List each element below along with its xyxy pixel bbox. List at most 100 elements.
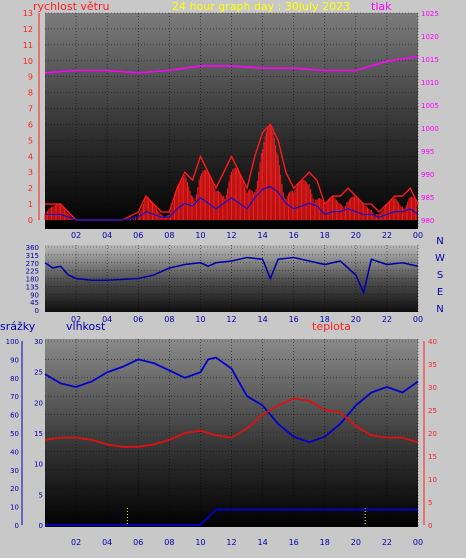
x-tick-label: 16 <box>289 538 299 547</box>
y-left-tick-label: 11 <box>23 41 33 50</box>
y-right-tick-label: 5 <box>428 499 432 507</box>
wind-direction-line <box>44 256 419 296</box>
y-left-tick-label: 9 <box>28 73 33 82</box>
x-tick-label: 18 <box>320 538 330 547</box>
humidity-temp-grid <box>45 339 419 527</box>
y-right-tick-label: 40 <box>428 338 437 346</box>
y-inner-tick-label: 0 <box>39 522 43 530</box>
x-tick-label: 12 <box>226 538 236 547</box>
x-tick-label: 08 <box>164 538 174 547</box>
x-tick-label: 14 <box>257 538 267 547</box>
compass-label: N <box>436 236 443 247</box>
wind-average-line <box>45 185 419 221</box>
y-left-tick-label: 315 <box>26 252 39 260</box>
x-tick-label: 18 <box>320 315 330 324</box>
pressure-line <box>44 55 419 74</box>
x-tick-label: 20 <box>351 538 361 547</box>
y-left-tick-label: 135 <box>26 283 39 291</box>
x-tick-label: 20 <box>351 231 361 240</box>
y-right-tick-label: 1025 <box>421 10 439 18</box>
y-left-tick-label: 8 <box>28 89 33 98</box>
y-outer-tick-label: 60 <box>10 412 19 420</box>
y-left-tick-label: 2 <box>28 184 33 193</box>
x-tick-label: 04 <box>102 315 112 324</box>
x-tick-label: 00 <box>413 315 423 324</box>
y-right-tick-label: 20 <box>428 430 437 438</box>
x-tick-label: 08 <box>164 231 174 240</box>
temperature-line <box>44 397 419 448</box>
y-left-tick-label: 45 <box>30 299 39 307</box>
rain-line <box>45 508 418 526</box>
x-tick-label: 14 <box>257 315 267 324</box>
y-outer-tick-label: 10 <box>10 504 19 512</box>
y-right-tick-label: 35 <box>428 361 437 369</box>
wind-pressure-series <box>44 55 419 221</box>
y-right-tick-label: 30 <box>428 384 437 392</box>
x-tick-label: 00 <box>413 538 423 547</box>
wind-speed-label: rychlost větru <box>33 0 109 13</box>
y-right-tick-label: 15 <box>428 453 437 461</box>
y-left-tick-label: 6 <box>28 120 33 129</box>
x-tick-label: 10 <box>195 315 205 324</box>
x-tick-label: 04 <box>102 538 112 547</box>
y-left-tick-label: 7 <box>28 105 33 114</box>
x-tick-label: 06 <box>133 538 143 547</box>
y-outer-tick-label: 0 <box>15 522 19 530</box>
rain-label: srážky <box>0 320 36 333</box>
y-right-tick-label: 1005 <box>421 102 439 110</box>
x-tick-label: 16 <box>289 315 299 324</box>
x-tick-label: 06 <box>133 315 143 324</box>
y-inner-tick-label: 10 <box>34 461 43 469</box>
x-tick-label: 00 <box>413 231 423 240</box>
y-right-tick-label: 1015 <box>421 56 439 64</box>
y-right-tick-label: 995 <box>421 148 434 156</box>
y-outer-tick-label: 20 <box>10 485 19 493</box>
y-left-tick-label: 90 <box>30 291 39 299</box>
wind-direction-series <box>44 256 419 296</box>
wind-pressure-axes: 0123456789101112139809859909951000100510… <box>23 9 439 240</box>
x-tick-label: 12 <box>226 231 236 240</box>
y-outer-tick-label: 90 <box>10 356 19 364</box>
x-tick-label: 22 <box>382 315 392 324</box>
y-inner-tick-label: 20 <box>34 399 43 407</box>
y-left-tick-label: 10 <box>23 57 33 66</box>
x-tick-label: 14 <box>257 231 267 240</box>
y-left-tick-label: 270 <box>26 260 39 268</box>
x-tick-label: 02 <box>71 538 81 547</box>
x-tick-label: 08 <box>164 315 174 324</box>
compass-label: S <box>437 270 443 281</box>
x-tick-label: 20 <box>351 315 361 324</box>
y-left-tick-label: 225 <box>26 268 39 276</box>
x-tick-label: 04 <box>102 231 112 240</box>
humidity-label: vlhkost <box>66 320 106 333</box>
humidity-line <box>44 356 419 444</box>
y-left-tick-label: 0 <box>35 307 39 315</box>
y-right-tick-label: 1020 <box>421 33 439 41</box>
y-right-tick-label: 25 <box>428 407 437 415</box>
y-right-tick-label: 980 <box>421 217 434 225</box>
x-tick-label: 18 <box>320 231 330 240</box>
humidity-temp-axes: 0102030405060708090100051015202530051015… <box>6 338 437 547</box>
y-outer-tick-label: 80 <box>10 375 19 383</box>
x-tick-label: 22 <box>382 231 392 240</box>
y-inner-tick-label: 30 <box>34 338 43 346</box>
y-left-tick-label: 3 <box>28 168 33 177</box>
x-tick-label: 02 <box>71 315 81 324</box>
y-left-tick-label: 13 <box>23 9 33 18</box>
temperature-label: teplota <box>312 320 351 333</box>
x-tick-label: 16 <box>289 231 299 240</box>
y-left-tick-label: 5 <box>28 136 33 145</box>
y-outer-tick-label: 50 <box>10 430 19 438</box>
compass-label: W <box>435 253 445 264</box>
y-inner-tick-label: 5 <box>39 491 43 499</box>
y-outer-tick-label: 70 <box>10 393 19 401</box>
y-left-tick-label: 360 <box>26 244 39 252</box>
y-inner-tick-label: 15 <box>34 430 43 438</box>
chart-title: 24 hour graph day : 30July 2023 <box>172 0 350 13</box>
x-tick-label: 22 <box>382 538 392 547</box>
y-right-tick-label: 985 <box>421 194 434 202</box>
y-right-tick-label: 0 <box>428 522 432 530</box>
y-right-tick-label: 990 <box>421 171 434 179</box>
y-left-tick-label: 12 <box>23 25 33 34</box>
